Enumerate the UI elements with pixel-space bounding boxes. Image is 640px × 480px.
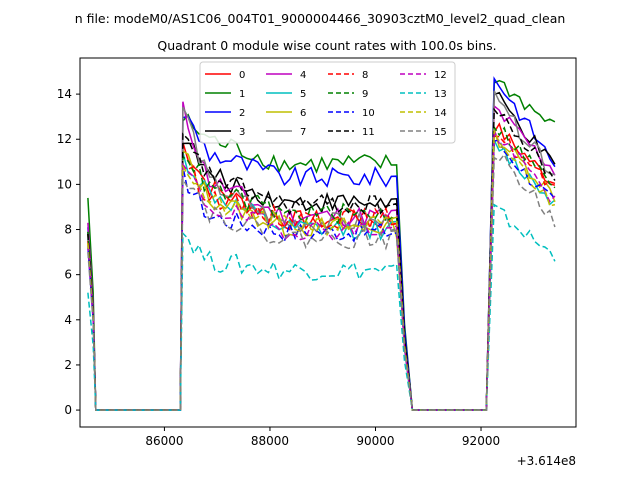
x-offset-label: +3.614e8: [517, 454, 576, 468]
series-line-12: [87, 129, 556, 411]
series-line-6: [87, 128, 556, 411]
y-tick-label: 6: [64, 268, 72, 282]
y-tick-label: 10: [57, 177, 72, 191]
y-tick-label: 14: [57, 87, 72, 101]
legend-label-10: 10: [362, 108, 375, 119]
y-axis: 0 2 4 6 8 10 12 14: [57, 87, 80, 417]
series-line-0: [87, 122, 556, 411]
series-line-8: [87, 135, 556, 411]
series-line-7: [87, 90, 556, 411]
series-line-2: [87, 76, 556, 411]
series-line-10: [87, 139, 556, 411]
legend-label-11: 11: [362, 127, 375, 138]
series-line-9: [87, 124, 556, 411]
series-line-14: [87, 130, 556, 411]
chart-title: Quadrant 0 module wise count rates with …: [157, 38, 496, 53]
series-line-13: [87, 203, 556, 411]
series-line-11: [87, 107, 556, 411]
legend-label-9: 9: [362, 89, 368, 100]
x-tick-label: 88000: [251, 434, 289, 448]
y-tick-label: 12: [57, 132, 72, 146]
plot-frame: [79, 57, 577, 428]
legend-label-4: 4: [300, 70, 306, 81]
legend-label-5: 5: [300, 89, 306, 100]
legend-label-7: 7: [300, 127, 306, 138]
y-tick-label: 8: [64, 223, 72, 237]
legend-label-14: 14: [434, 108, 447, 119]
series-line-15: [87, 153, 556, 411]
series-layer: [87, 76, 556, 411]
legend-label-3: 3: [239, 127, 245, 138]
legend-label-6: 6: [300, 108, 306, 119]
legend-label-12: 12: [434, 70, 447, 81]
suptitle: n file: modeM0/AS1C06_004T01_9000004466_…: [75, 11, 566, 26]
y-tick-label: 4: [64, 313, 72, 327]
x-tick-label: 90000: [356, 434, 394, 448]
legend-label-8: 8: [362, 70, 368, 81]
legend-label-13: 13: [434, 89, 447, 100]
legend-label-2: 2: [239, 108, 245, 119]
x-tick-label: 92000: [462, 434, 500, 448]
x-axis: 86000 88000 90000 92000: [145, 427, 500, 448]
y-tick-label: 0: [64, 403, 72, 417]
series-line-4: [87, 101, 556, 411]
x-tick-label: 86000: [145, 434, 183, 448]
legend-frame: [199, 61, 456, 144]
series-line-5: [87, 139, 556, 411]
y-tick-label: 2: [64, 358, 72, 372]
legend-label-0: 0: [239, 70, 245, 81]
legend-label-15: 15: [434, 127, 447, 138]
legend-label-1: 1: [239, 89, 245, 100]
